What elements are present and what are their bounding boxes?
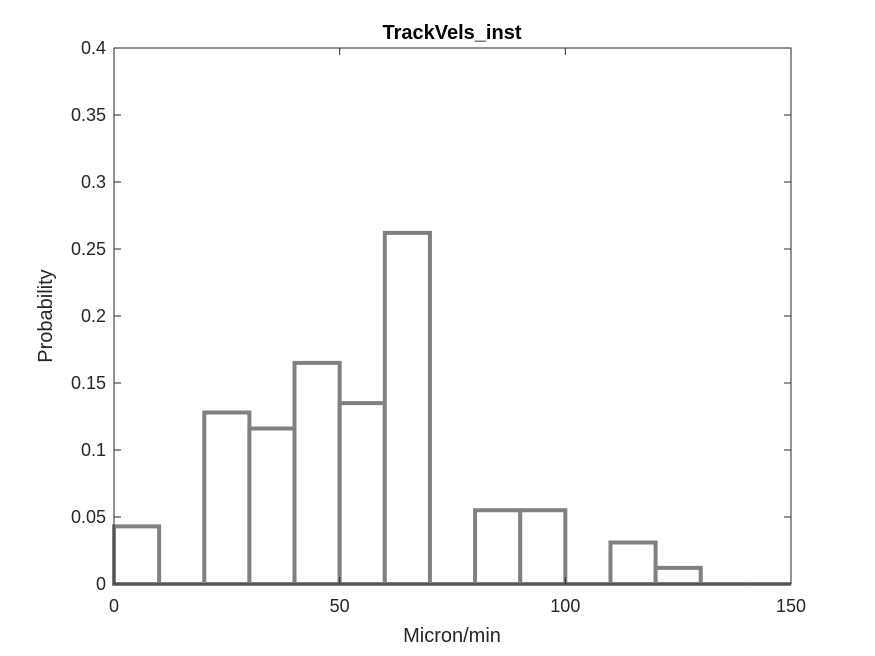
- x-tick-label: 50: [330, 596, 350, 616]
- y-tick-label: 0.05: [71, 507, 106, 527]
- x-axis-label: Micron/min: [403, 625, 501, 647]
- x-tick-labels: 0 50 100 150: [109, 596, 806, 616]
- y-tick-label: 0.35: [71, 105, 106, 125]
- y-tick-label: 0.15: [71, 373, 106, 393]
- axes-box: [113, 47, 792, 585]
- y-tick-label: 0.4: [81, 38, 106, 58]
- y-tick-label: 0.2: [81, 306, 106, 326]
- y-tick-labels: 0 0.05 0.1 0.15 0.2 0.25 0.3 0.35 0.4: [71, 38, 106, 594]
- y-tick-label: 0.1: [81, 440, 106, 460]
- histogram-bar: [608, 540, 658, 586]
- y-axis-label: Probability: [35, 269, 57, 362]
- histogram-bar: [337, 401, 387, 586]
- x-tick-label: 150: [776, 596, 806, 616]
- histogram-bar: [473, 508, 523, 586]
- histogram-bar: [247, 426, 297, 586]
- histogram-bar: [292, 360, 342, 586]
- y-tick-label: 0.25: [71, 239, 106, 259]
- y-tick-label: 0.3: [81, 172, 106, 192]
- chart-title: TrackVels_inst: [383, 22, 522, 44]
- histogram-bar: [518, 508, 568, 586]
- histogram-bar: [382, 230, 432, 586]
- y-tick-label: 0: [96, 574, 106, 594]
- histogram-bars: [112, 230, 791, 586]
- x-tick-label: 0: [109, 596, 119, 616]
- histogram-bar: [112, 524, 162, 586]
- histogram-bar: [653, 565, 703, 586]
- histogram-bar: [202, 410, 252, 586]
- x-tick-label: 100: [550, 596, 580, 616]
